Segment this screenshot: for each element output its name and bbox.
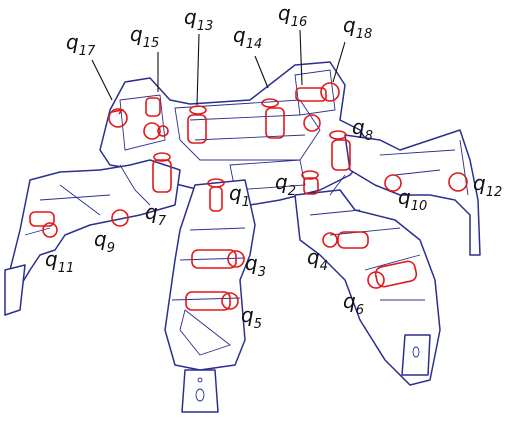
joint-q6-icon (367, 260, 418, 289)
joint-q16-icon (295, 87, 327, 132)
joint-q11-icon (29, 211, 58, 238)
joint-q12-icon (448, 172, 468, 192)
joint-actuators (29, 82, 468, 311)
joint-q15-icon (143, 97, 169, 140)
label-q10: q10 (398, 185, 427, 214)
label-q13: q13 (184, 5, 213, 34)
joint-q3-icon (191, 249, 245, 269)
label-q3: q3 (245, 251, 266, 280)
joint-q13-icon (187, 105, 207, 144)
label-q16: q16 (278, 1, 307, 30)
joint-q14-icon (261, 98, 285, 139)
robot-body (4, 61, 481, 413)
label-q12: q12 (473, 171, 502, 200)
joint-q17-icon (108, 108, 128, 128)
joint-q7-icon (152, 152, 172, 193)
joint-q8-icon (329, 130, 351, 171)
joint-labels: q17 q15 q13 q14 q16 q18 q8 q1 q2 q7 q9 q… (45, 1, 502, 332)
label-q15: q15 (130, 22, 159, 51)
label-q7: q7 (145, 200, 167, 229)
leader-lines (91, 29, 346, 106)
joint-q18-icon (320, 82, 340, 102)
joint-q4-icon (322, 231, 369, 249)
label-q4: q4 (307, 245, 328, 274)
label-q1: q1 (229, 181, 250, 210)
label-q14: q14 (233, 23, 262, 52)
label-q17: q17 (66, 30, 96, 59)
joint-q10-icon (384, 174, 402, 192)
label-q2: q2 (275, 170, 296, 199)
label-q6: q6 (343, 289, 364, 318)
joint-q9-icon (111, 209, 129, 227)
label-q5: q5 (241, 303, 262, 332)
label-q9: q9 (94, 227, 115, 256)
label-q8: q8 (352, 115, 373, 144)
joint-q5-icon (185, 291, 239, 311)
label-q18: q18 (343, 13, 372, 42)
label-q11: q11 (45, 247, 74, 276)
joint-q1-icon (207, 178, 225, 212)
joint-q2-icon (301, 170, 319, 195)
